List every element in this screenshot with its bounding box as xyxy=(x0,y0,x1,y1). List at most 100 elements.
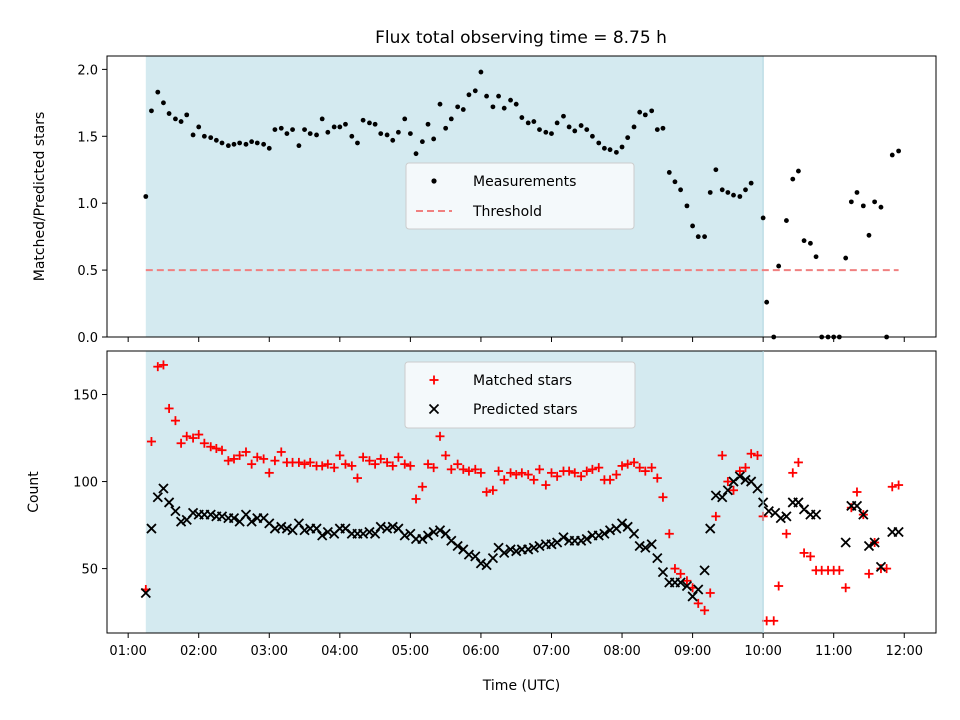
measurement-point xyxy=(196,124,202,130)
matched-star-point xyxy=(735,466,745,476)
measurement-point xyxy=(478,69,484,75)
matched-star-point xyxy=(576,471,586,481)
predicted-star-point xyxy=(558,532,569,543)
predicted-star-point xyxy=(717,492,728,503)
predicted-star-point xyxy=(752,483,763,494)
matched-star-point xyxy=(546,468,556,478)
predicted-star-point xyxy=(276,521,287,532)
measurement-point xyxy=(272,127,278,132)
bottom-y-tick-label: 50 xyxy=(81,563,98,578)
matched-star-point xyxy=(388,461,398,471)
predicted-star-point xyxy=(710,490,722,501)
matched-star-point xyxy=(400,459,410,469)
matched-star-point xyxy=(781,529,791,539)
predicted-star-point xyxy=(781,511,792,522)
top-legend: Measurements Threshold xyxy=(405,162,635,230)
matched-star-point xyxy=(364,456,374,466)
measurement-point xyxy=(378,131,384,137)
matched-star-point xyxy=(682,576,692,586)
matched-star-point xyxy=(552,471,562,481)
predicted-star-point xyxy=(140,587,151,599)
predicted-stars-points xyxy=(140,471,904,602)
measurement-point xyxy=(678,187,683,193)
measurement-point xyxy=(413,151,419,157)
measurement-point xyxy=(843,255,849,261)
matched-star-point xyxy=(670,564,680,574)
matched-star-point xyxy=(523,470,533,480)
measurement-point xyxy=(343,121,348,127)
predicted-star-point xyxy=(599,528,610,539)
measurement-point xyxy=(278,125,284,131)
bottom-y-tick-label: 100 xyxy=(73,476,98,491)
predicted-star-point xyxy=(311,523,322,534)
x-tick-label: 09:00 xyxy=(674,644,711,659)
measurement-point xyxy=(731,192,736,198)
legend-measurements-marker xyxy=(431,178,437,184)
measurement-point xyxy=(607,147,613,153)
predicted-star-point xyxy=(381,523,393,534)
legend-cross xyxy=(428,403,440,415)
matched-star-point xyxy=(347,461,357,471)
predicted-star-point xyxy=(175,516,187,527)
predicted-star-point xyxy=(387,521,398,532)
matched-star-point xyxy=(741,463,751,473)
measurement-point xyxy=(896,148,902,154)
predicted-star-point xyxy=(740,474,751,485)
matched-star-point xyxy=(805,551,815,561)
predicted-star-point xyxy=(463,549,475,560)
matched-star-point xyxy=(305,457,315,467)
predicted-star-point xyxy=(440,528,451,539)
predicted-star-point xyxy=(505,544,516,555)
chart-title: Flux total observing time = 8.75 h xyxy=(375,28,667,48)
matched-star-point xyxy=(652,473,662,483)
matched-star-point xyxy=(658,492,668,502)
measurement-point xyxy=(513,101,519,107)
measurement-point xyxy=(695,234,701,240)
legend-matched-marker xyxy=(429,375,439,385)
x-tick-label: 05:00 xyxy=(392,644,429,659)
matched-star-point xyxy=(270,456,280,466)
measurement-point xyxy=(161,100,166,106)
measurement-point xyxy=(431,136,437,142)
measurement-point xyxy=(184,112,190,118)
matched-star-point xyxy=(894,480,904,490)
predicted-star-point xyxy=(575,535,587,546)
matched-star-point xyxy=(705,588,715,598)
measurement-point xyxy=(149,108,154,114)
predicted-star-point xyxy=(357,528,369,539)
measurement-point xyxy=(866,232,872,238)
matched-star-point xyxy=(506,468,516,478)
predicted-star-point xyxy=(681,580,693,592)
predicted-star-point xyxy=(628,528,640,539)
measurement-point xyxy=(166,111,172,116)
bottom-legend-box xyxy=(404,361,636,429)
measurement-point xyxy=(213,137,219,143)
measurement-point xyxy=(537,127,542,132)
measurement-point xyxy=(284,131,290,137)
matched-star-point xyxy=(799,548,809,558)
top-y-tick-label: 0.0 xyxy=(77,331,98,346)
matched-star-point xyxy=(453,459,463,469)
measurement-point xyxy=(613,149,619,155)
predicted-star-point xyxy=(452,540,463,552)
matched-star-point xyxy=(470,464,480,474)
predicted-star-point xyxy=(534,540,545,552)
measurement-point xyxy=(801,238,807,244)
matched-star-point xyxy=(564,466,574,476)
matched-star-point xyxy=(370,459,380,469)
matched-star-point xyxy=(640,466,650,476)
predicted-star-point xyxy=(652,553,663,564)
predicted-star-point xyxy=(581,533,592,545)
matched-star-point xyxy=(435,431,445,441)
measurement-point xyxy=(296,143,302,149)
predicted-star-point xyxy=(634,540,645,552)
matched-star-point xyxy=(664,529,674,539)
matched-star-point xyxy=(570,468,580,478)
predicted-star-point xyxy=(775,512,786,524)
matched-star-point xyxy=(864,569,874,579)
predicted-star-point xyxy=(763,506,774,517)
predicted-star-point xyxy=(657,566,669,578)
measurement-point xyxy=(208,135,214,141)
measurement-point xyxy=(649,108,655,114)
bottom-y-axis-label: Count xyxy=(26,471,42,513)
